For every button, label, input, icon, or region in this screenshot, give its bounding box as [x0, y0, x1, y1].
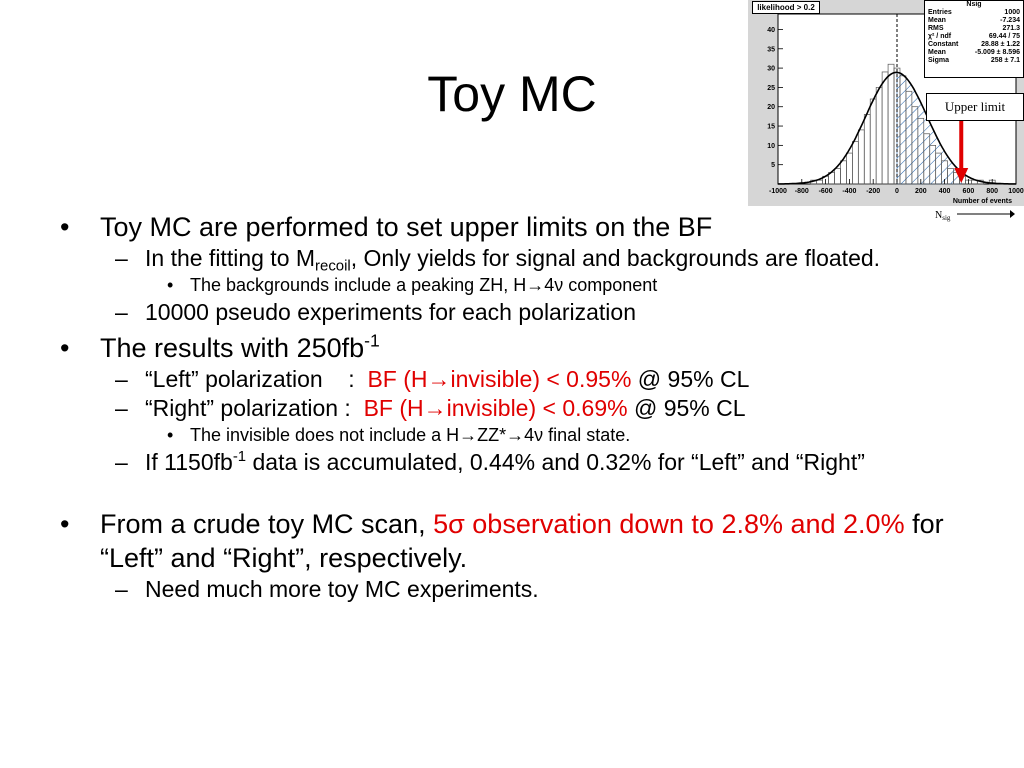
x-tick-label: -600 [819, 188, 833, 195]
y-tick-label: 15 [767, 124, 775, 131]
y-tick-label: 5 [771, 162, 775, 169]
x-tick-label: -1000 [769, 188, 787, 195]
x-tick-label: 200 [915, 188, 927, 195]
y-tick-label: 30 [767, 66, 775, 73]
x-tick-label: -800 [795, 188, 809, 195]
bullet: • Toy MC are performed to set upper limit… [60, 212, 713, 242]
stats-row: Mean -5.009 ± 8.596 [928, 49, 1020, 56]
stats-row: Entries 1000 [928, 9, 1020, 16]
x-tick-label: 1000 [1008, 188, 1024, 195]
y-tick-label: 25 [767, 85, 775, 92]
bullet: • The results with 250fb-1 [60, 330, 380, 363]
nsig-arrow [957, 210, 1015, 218]
stats-row: Mean -7.234 [928, 17, 1020, 24]
histogram-figure: -1000 -800 -600 -400 -200 0 200 400 600 800 1000 5 1… [748, 0, 1024, 206]
stats-row: Constant 28.88 ± 1.22 [928, 41, 1020, 48]
stats-box: Nsig Entries 1000 Mean -7.234 RMS 271.3 χ² … [924, 0, 1024, 78]
sub-bullet: – In the fitting to Mrecoil, Only yields … [115, 245, 881, 275]
sub-bullet: – “Right” polarization : BF (H→invisible)… [115, 395, 746, 421]
y-tick-label: 35 [767, 46, 775, 53]
x-tick-label: -400 [842, 188, 856, 195]
x-tick-label: 0 [895, 188, 899, 195]
stats-row: Sigma 258 ± 7.1 [928, 57, 1020, 64]
x-tick-label: -200 [866, 188, 880, 195]
bullet: • From a crude toy MC scan, 5σ observatio… [60, 509, 944, 573]
y-tick-label: 10 [767, 143, 775, 150]
x-tick-label: 800 [986, 188, 998, 195]
sub-bullet: –10000 pseudo experiments for each polar… [115, 299, 636, 325]
stats-row: χ² / ndf 69.44 / 75 [928, 33, 1020, 40]
nsig-label: Nsig [935, 210, 951, 223]
y-tick-label: 40 [767, 27, 775, 34]
sub-sub-bullet: • The invisible does not include a H→ZZ*→… [167, 425, 631, 445]
gaussian-fit-curve [778, 71, 1016, 185]
stats-row: RMS 271.3 [928, 25, 1020, 32]
stats-title: Nsig [966, 1, 982, 8]
sub-bullet: – Need much more toy MC experiments. [115, 576, 539, 602]
upper-limit-arrow-head [954, 168, 969, 183]
sub-sub-bullet: • The backgrounds include a peaking ZH, H… [167, 275, 658, 295]
x-tick-label: 600 [963, 188, 975, 195]
sub-bullet: – “Left” polarization : BF (H→invisible) … [115, 366, 750, 392]
sub-bullet: – If 1150fb-1 data is accumulated, 0.44% … [115, 448, 865, 475]
x-tick-label: 400 [939, 188, 951, 195]
y-tick-label: 20 [767, 104, 775, 111]
slide-title: Toy MC [427, 66, 597, 122]
cut-label: likelihood > 0.2 [752, 1, 820, 14]
slide-body: • Toy MC are performed to set upper limit… [60, 210, 960, 604]
x-axis-label: Number of events [953, 198, 1012, 205]
upper-limit-label: Upper limit [926, 93, 1024, 121]
